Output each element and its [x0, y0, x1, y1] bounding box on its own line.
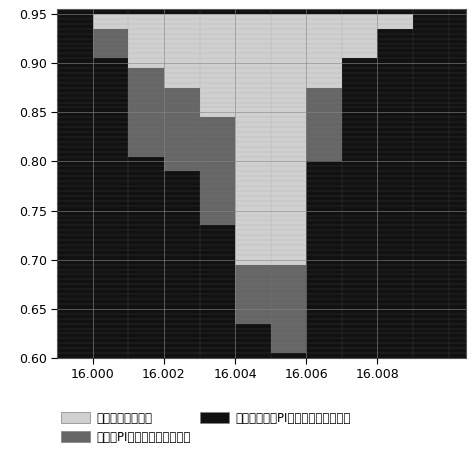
Bar — [235, 14, 271, 265]
Bar — [235, 265, 271, 324]
Bar — [93, 14, 129, 29]
Bar — [271, 14, 306, 265]
Bar — [342, 14, 377, 58]
Bar — [271, 265, 306, 353]
Bar — [164, 88, 199, 171]
Bar — [129, 14, 164, 68]
Bar — [306, 88, 342, 162]
Bar — [129, 68, 164, 157]
Bar — [93, 29, 129, 58]
Bar — [199, 117, 235, 225]
Bar — [306, 14, 342, 88]
Bar — [199, 14, 235, 117]
Bar — [164, 14, 199, 88]
Bar — [377, 14, 413, 29]
Legend: 为未发生换相失败, 为传统PI控制器发生换相失败, 为加入自适应PI控制器发生换相失败: 为未发生换相失败, 为传统PI控制器发生换相失败, 为加入自适应PI控制器发生换… — [55, 406, 357, 449]
